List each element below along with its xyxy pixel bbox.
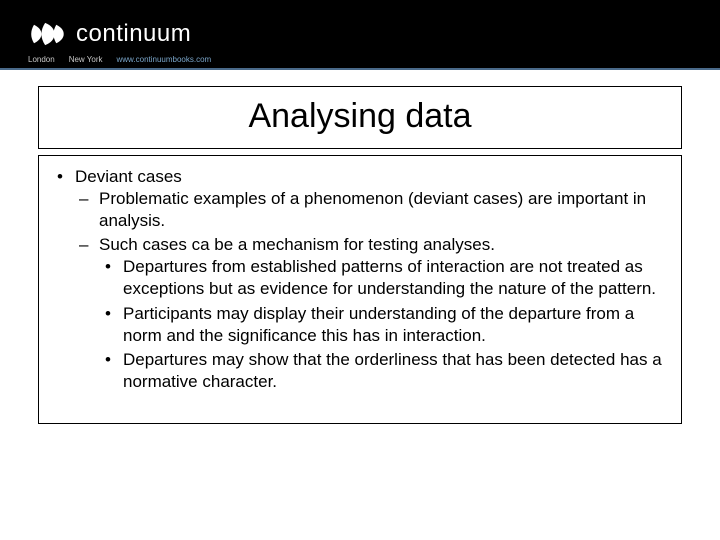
slide-title: Analysing data bbox=[45, 97, 675, 136]
sub-bullet-1: Problematic examples of a phenomenon (de… bbox=[99, 189, 646, 230]
brand-name: continuum bbox=[76, 20, 191, 48]
city-1: London bbox=[28, 55, 55, 64]
continuum-logo-icon bbox=[28, 21, 66, 47]
slide-content-box: Deviant cases Problematic examples of a … bbox=[38, 155, 682, 424]
city-2: New York bbox=[69, 55, 103, 64]
sub-sub-bullet-3: Departures may show that the orderliness… bbox=[123, 350, 662, 391]
header-bar: continuum London New York www.continuumb… bbox=[0, 0, 720, 68]
logo: continuum bbox=[28, 20, 191, 48]
bullet-heading: Deviant cases bbox=[75, 167, 182, 186]
sub-bullet-2: Such cases ca be a mechanism for testing… bbox=[99, 235, 495, 254]
sub-sub-bullet-1: Departures from established patterns of … bbox=[123, 257, 656, 298]
sub-sub-bullet-2: Participants may display their understan… bbox=[123, 304, 634, 345]
slide-title-box: Analysing data bbox=[38, 86, 682, 149]
header-url: www.continuumbooks.com bbox=[117, 55, 212, 64]
bullet-list: Deviant cases Problematic examples of a … bbox=[57, 166, 663, 393]
header-rule bbox=[0, 68, 720, 70]
header-subbar: London New York www.continuumbooks.com bbox=[28, 55, 211, 64]
